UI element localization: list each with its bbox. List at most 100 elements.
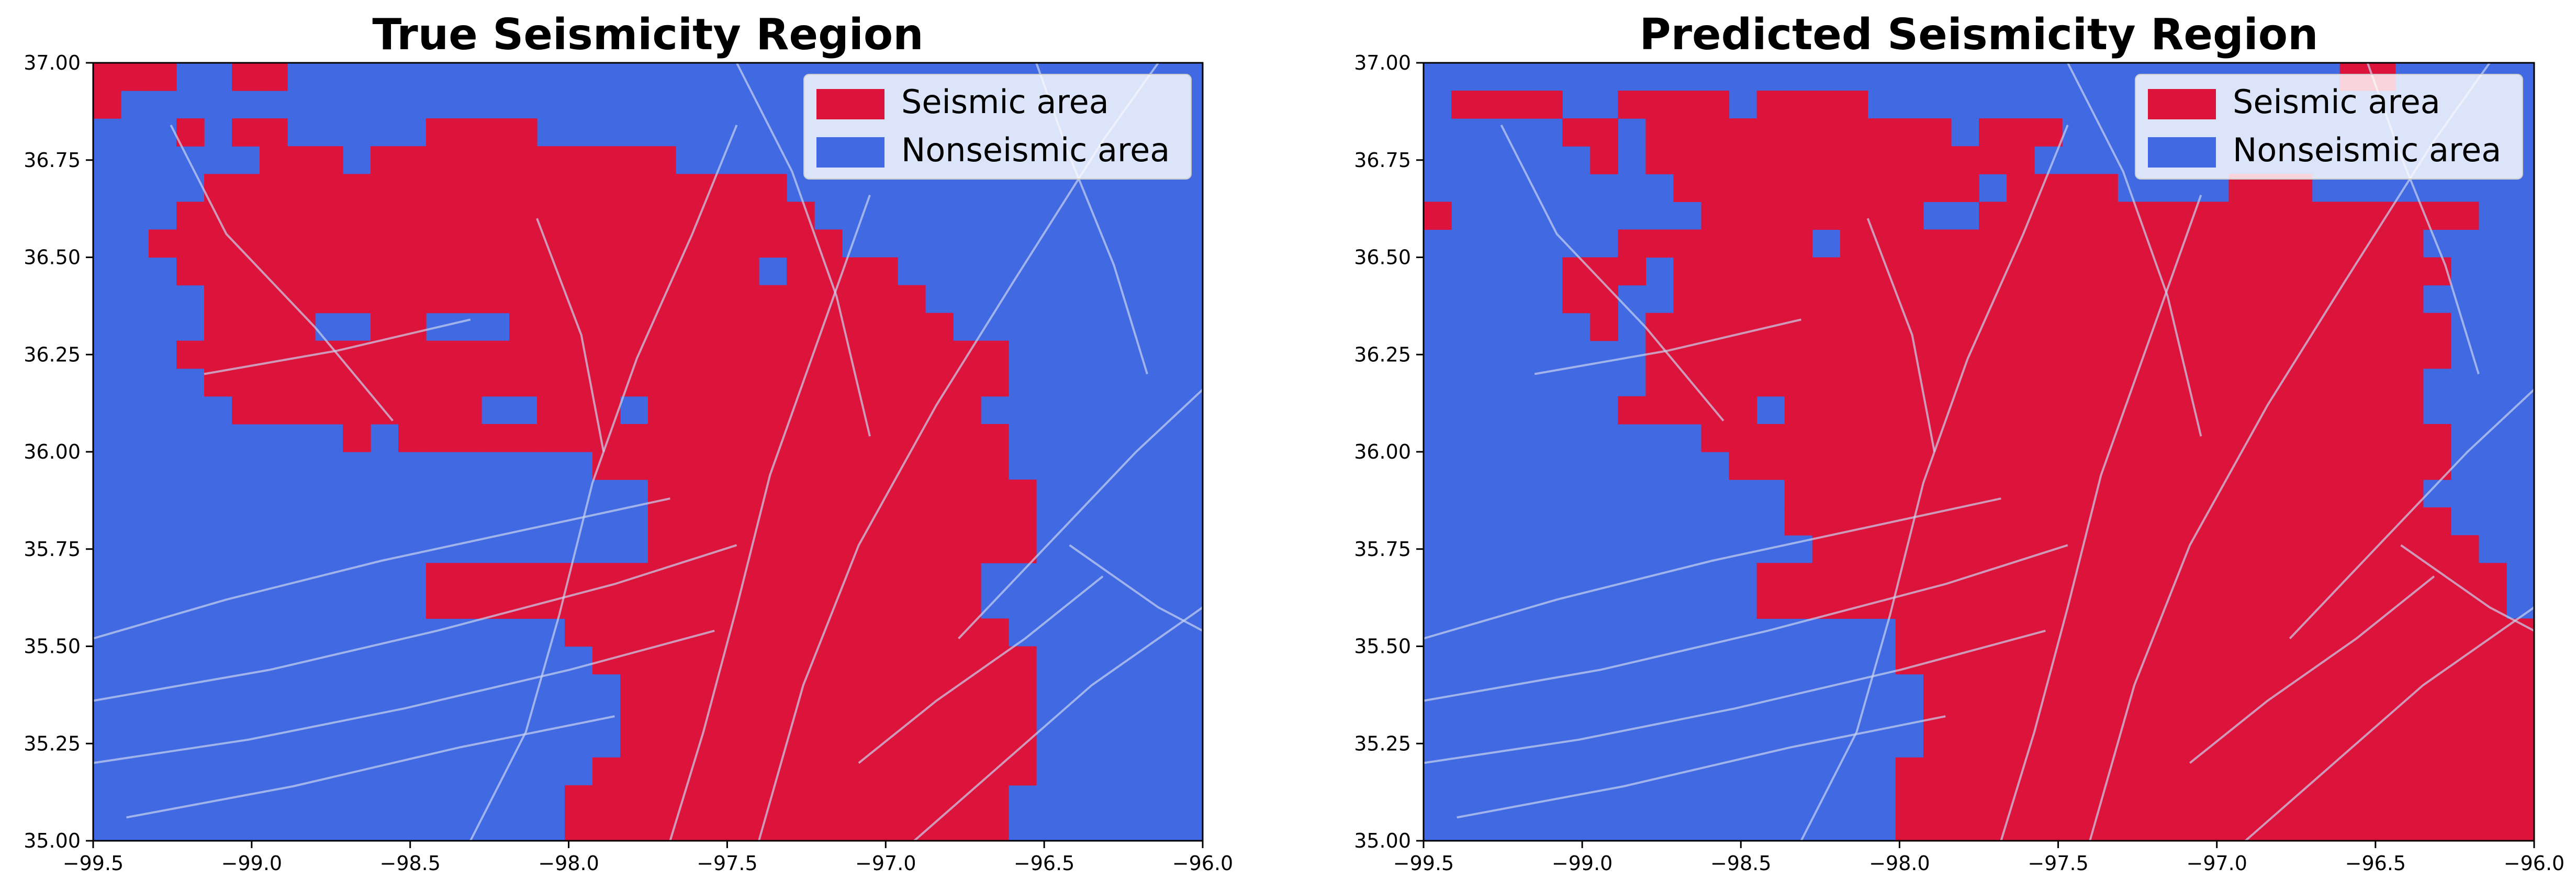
seismic-cell [2201,285,2230,314]
y-tick-label: 36.75 [1354,149,1411,172]
seismic-cell [1923,591,1952,619]
seismic-cell [2007,591,2035,619]
seismic-cell [2450,702,2479,730]
seismic-cell [2284,785,2313,814]
seismic-cell [787,785,815,814]
seismic-cell [703,646,732,675]
seismic-cell [759,313,787,341]
seismic-cell [2228,424,2257,452]
seismic-cell [260,63,288,91]
y-tick-label: 36.25 [24,343,81,366]
seismic-cell [759,535,787,563]
seismic-cell [592,424,621,452]
seismic-cell [703,507,732,536]
seismic-cell [648,424,676,452]
seismic-cell [176,202,205,230]
seismic-cell [620,424,648,452]
seismic-cell [371,202,399,230]
seismic-cell [232,202,260,230]
seismic-cell [1784,146,1813,174]
seismic-cell [509,174,537,202]
x-tick-label: −97.5 [2028,852,2088,875]
seismic-cell [731,618,759,647]
seismic-cell [1951,674,1979,703]
seismic-cell [703,480,732,508]
seismic-cell [2062,785,2090,814]
y-tick-label: 36.50 [24,246,81,269]
seismic-cell [2007,424,2035,452]
seismic-cell [2256,480,2285,508]
seismic-cell [2367,535,2396,563]
seismic-cell [565,591,593,619]
seismic-cell [2145,507,2174,536]
seismic-cell [1867,535,1896,563]
seismic-cell [1590,146,1618,174]
seismic-cell [371,146,399,174]
seismic-cell [676,674,704,703]
seismic-cell [620,313,648,341]
seismic-cell [2312,535,2340,563]
seismic-cell [398,257,427,286]
seismic-cell [1618,396,1646,425]
seismic-cell [481,202,510,230]
seismic-cell [2118,757,2146,786]
x-tick-label: −97.0 [2186,852,2247,875]
seismic-cell [2312,340,2340,369]
seismic-cell [1867,368,1896,397]
seismic-cell [2007,368,2035,397]
seismic-cell [620,146,648,174]
seismic-cell [1895,591,1924,619]
seismic-cell [1895,452,1924,480]
seismic-cell [2118,313,2146,341]
seismic-cell [2478,674,2507,703]
seismic-cell [1701,257,1730,286]
seismic-cell [731,396,759,425]
seismic-cell [2339,563,2368,591]
seismic-cell [1979,507,2007,536]
seismic-cell [1645,118,1674,147]
seismic-cell [1895,424,1924,452]
seismic-cell [2007,563,2035,591]
fault-line [669,194,871,841]
seismic-cell [814,757,843,786]
seismic-cell [2312,285,2340,314]
seismic-cell [981,785,1009,814]
seismic-cell [315,229,343,258]
seismic-cell [1895,757,1924,786]
seismic-cell [2506,702,2535,730]
seismic-cell [1729,396,1757,425]
seismic-cell [676,396,704,425]
seismic-cell [1895,507,1924,536]
seismic-cell [953,507,981,536]
seismic-cell [2201,424,2230,452]
seismic-cell [1840,452,1868,480]
seismic-cell [537,424,565,452]
seismic-cell [620,674,648,703]
y-tick-label: 36.50 [1354,246,1411,269]
seismic-cell [232,396,260,425]
seismic-cell [2034,591,2063,619]
legend-swatch [2148,89,2216,119]
seismic-cell [2007,285,2035,314]
seismic-cell [2284,452,2313,480]
seismic-cell [1701,229,1730,258]
seismic-cell [814,813,843,841]
seismic-cell [731,480,759,508]
seismic-cell [981,340,1009,369]
seismic-cell [731,507,759,536]
seismic-cell [953,535,981,563]
seismic-cell [2090,646,2118,675]
seismic-cell [204,313,232,341]
seismic-cell [870,618,898,647]
seismic-cell [2506,674,2535,703]
seismic-cell [2478,563,2507,591]
seismic-cell [2423,340,2451,369]
seismic-cell [676,757,704,786]
legend-swatch [2148,137,2216,168]
seismic-cell [2339,285,2368,314]
seismic-cell [1840,146,1868,174]
seismic-cell [676,480,704,508]
seismic-cell [1424,202,1452,230]
seismic-cell [648,174,676,202]
seismic-cell [1756,146,1785,174]
